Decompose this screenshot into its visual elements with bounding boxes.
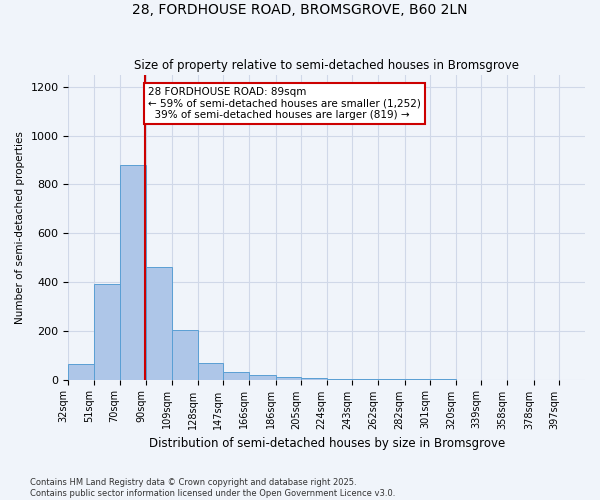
- Y-axis label: Number of semi-detached properties: Number of semi-detached properties: [15, 130, 25, 324]
- Text: 28 FORDHOUSE ROAD: 89sqm
← 59% of semi-detached houses are smaller (1,252)
  39%: 28 FORDHOUSE ROAD: 89sqm ← 59% of semi-d…: [148, 87, 421, 120]
- Bar: [68, 364, 94, 380]
- Bar: [172, 330, 197, 380]
- Title: Size of property relative to semi-detached houses in Bromsgrove: Size of property relative to semi-detach…: [134, 59, 519, 72]
- Bar: [248, 374, 275, 380]
- Bar: [146, 267, 172, 380]
- Bar: [197, 363, 223, 380]
- X-axis label: Distribution of semi-detached houses by size in Bromsgrove: Distribution of semi-detached houses by …: [149, 437, 505, 450]
- Bar: [119, 166, 146, 380]
- Bar: [301, 378, 327, 380]
- Bar: [275, 377, 301, 380]
- Text: Contains HM Land Registry data © Crown copyright and database right 2025.
Contai: Contains HM Land Registry data © Crown c…: [30, 478, 395, 498]
- Bar: [94, 284, 119, 380]
- Bar: [223, 372, 248, 380]
- Bar: [327, 379, 352, 380]
- Text: 28, FORDHOUSE ROAD, BROMSGROVE, B60 2LN: 28, FORDHOUSE ROAD, BROMSGROVE, B60 2LN: [132, 2, 468, 16]
